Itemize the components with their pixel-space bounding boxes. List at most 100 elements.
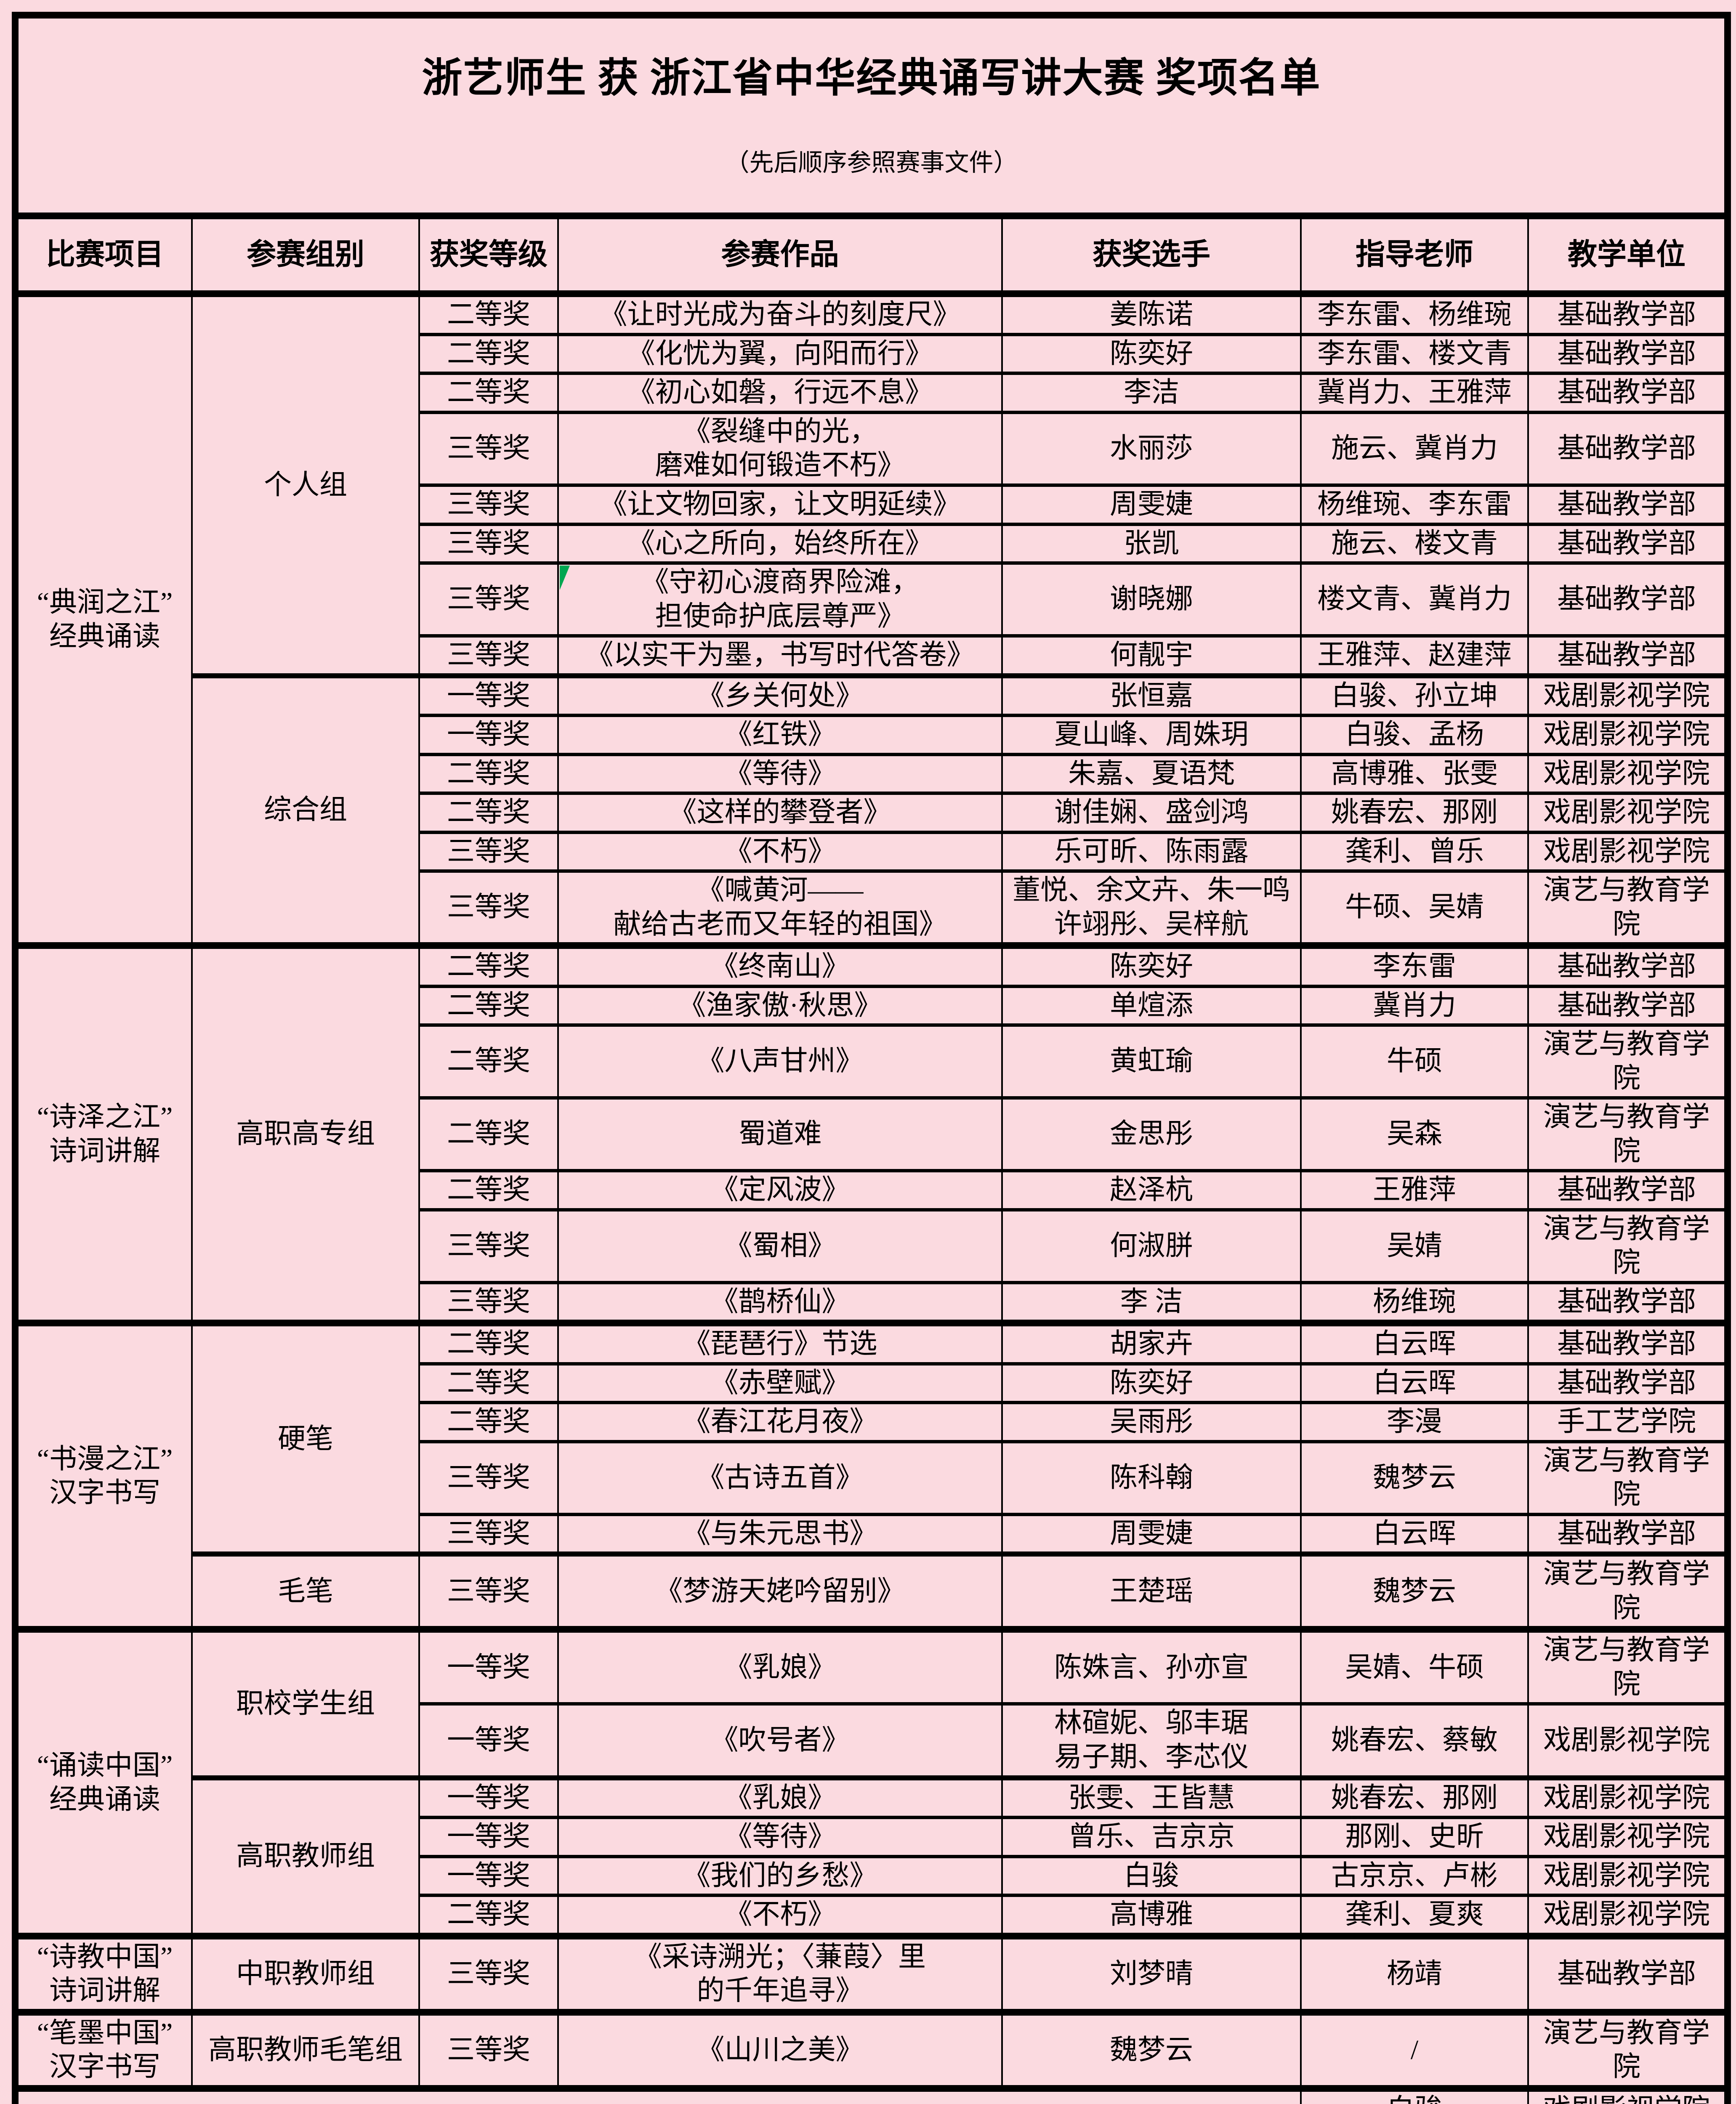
teacher-cell: 王雅萍、赵建萍 [1300, 634, 1529, 677]
winner-cell: 王楚瑶 [1001, 1551, 1302, 1631]
teacher-cell: 施云、楼文青 [1300, 522, 1529, 565]
award-cell: 三等奖 [418, 634, 559, 677]
work-cell: 《乳娘》 [557, 1775, 1003, 1820]
work-cell: 《定风波》 [557, 1169, 1003, 1211]
award-cell: 二等奖 [418, 984, 559, 1027]
work-cell: 《采诗溯光；〈蒹葭〉里 的千年追寻》 [557, 1932, 1003, 2014]
unit-cell: 演艺与教育学院 [1527, 1440, 1729, 1516]
special-award-label: 优秀指导教师奖 [14, 2085, 1302, 2104]
unit-cell: 戏剧影视学院 [1527, 1775, 1729, 1820]
header-row: 比赛项目 参赛组别 获奖等级 参赛作品 获奖选手 指导老师 教学单位 [14, 214, 1729, 298]
work-cell: 《这样的攀登者》 [557, 792, 1003, 834]
column-header-project: 比赛项目 [14, 214, 193, 298]
teacher-cell: 白云晖 [1300, 1362, 1529, 1405]
work-cell: 《化忧为翼，向阳而行》 [557, 332, 1003, 375]
project-cell: “诗泽之江” 诗词讲解 [14, 942, 193, 1325]
winner-cell: 张恒嘉 [1001, 673, 1302, 717]
column-header-work: 参赛作品 [557, 214, 1003, 298]
unit-cell: 基础教学部 [1527, 561, 1729, 638]
table-row: 二等奖 《化忧为翼，向阳而行》 陈奕好 李东雷、楼文青 基础教学部 [15, 332, 1729, 375]
table-row: 三等奖 《裂缝中的光， 磨难如何锻造不朽》 水丽莎 施云、冀肖力 基础教学部 [15, 410, 1729, 487]
unit-cell: 基础教学部 [1527, 1362, 1729, 1405]
winner-cell: 曾乐、吉京京 [1001, 1816, 1302, 1858]
teacher-name-cell: 白骏 [1300, 2085, 1529, 2104]
work-cell: 《让文物回家，让文明延续》 [557, 483, 1003, 526]
unit-cell: 戏剧影视学院 [1527, 830, 1729, 873]
work-cell: 《心之所向，始终所在》 [557, 522, 1003, 565]
unit-cell: 戏剧影视学院 [1527, 752, 1729, 795]
unit-cell: 手工艺学院 [1527, 1401, 1729, 1443]
award-cell: 二等奖 [418, 1169, 559, 1211]
teacher-cell: 杨靖 [1300, 1932, 1529, 2014]
work-cell: 《等待》 [557, 1816, 1003, 1858]
unit-cell: 戏剧影视学院 [1527, 1816, 1729, 1858]
column-header-award: 获奖等级 [418, 214, 559, 298]
table-row: 三等奖 《让文物回家，让文明延续》 周雯婕 杨维琬、李东雷 基础教学部 [15, 483, 1729, 526]
teacher-cell: 吴森 [1300, 1096, 1529, 1173]
winner-cell: 何靓宇 [1001, 634, 1302, 677]
award-cell: 三等奖 [418, 483, 559, 526]
table-row: 二等奖 《八声甘州》 黄虹瑜 牛硕 演艺与教育学院 [15, 1023, 1729, 1100]
award-cell: 三等奖 [418, 522, 559, 565]
teacher-cell: 白骏、孟杨 [1300, 714, 1529, 756]
winner-cell: 单煊添 [1001, 984, 1302, 1027]
winner-cell: 陈奕好 [1001, 942, 1302, 988]
winner-cell: 胡家卉 [1001, 1320, 1302, 1365]
table-row: “诗教中国” 诗词讲解 中职教师组 三等奖 《采诗溯光；〈蒹葭〉里 的千年追寻》 刘梦晴… [14, 1932, 1729, 2014]
unit-cell: 戏剧影视学院 [1527, 2085, 1729, 2104]
award-cell: 三等奖 [418, 1932, 559, 2014]
teacher-cell: 冀肖力 [1300, 984, 1529, 1027]
winner-cell: 李 洁 [1001, 1280, 1302, 1325]
teacher-cell: 高博雅、张雯 [1300, 752, 1529, 795]
work-cell: 《不朽》 [557, 1894, 1003, 1938]
page-subtitle: （先后顺序参照赛事文件） [725, 149, 1018, 177]
teacher-cell: 施云、冀肖力 [1300, 410, 1529, 487]
table-row: “诗泽之江” 诗词讲解 高职高专组 二等奖 《终南山》 陈奕好 李东雷 基础教学部 [14, 942, 1729, 1325]
teacher-cell: 那刚、史昕 [1300, 1816, 1529, 1858]
teacher-cell: 魏梦云 [1300, 1440, 1529, 1516]
table-row: 高职教师组 一等奖 《乳娘》 张雯、王皆慧 姚春宏、那刚 戏剧影视学院 [15, 1775, 1729, 1938]
work-cell: 《不朽》 [557, 830, 1003, 873]
column-header-group: 参赛组别 [191, 214, 420, 298]
work-cell: 《裂缝中的光， 磨难如何锻造不朽》 [557, 410, 1003, 487]
column-header-unit: 教学单位 [1527, 214, 1729, 298]
table-row: 一等奖 《吹号者》 林碹妮、邬丰琚 易子期、李芯仪 姚春宏、蔡敏 戏剧影视学院 [15, 1702, 1729, 1780]
table-row: “诵读中国” 经典诵读 职校学生组 一等奖 《乳娘》 陈姝言、孙亦宣 吴婧、牛硕 演艺与教育… [14, 1626, 1729, 1938]
winner-cell: 周雯婕 [1001, 1512, 1302, 1556]
unit-cell: 基础教学部 [1527, 984, 1729, 1027]
unit-cell: 基础教学部 [1527, 942, 1729, 988]
unit-cell: 基础教学部 [1527, 1932, 1729, 2014]
winner-cell: 何淑胼 [1001, 1208, 1302, 1284]
awards-table: 浙艺师生 获 浙江省中华经典诵写讲大赛 奖项名单 （先后顺序参照赛事文件） 比赛… [12, 12, 1731, 2104]
project-cell: “诵读中国” 经典诵读 [14, 1626, 193, 1938]
winner-cell: 谢晓娜 [1001, 561, 1302, 638]
project-cell: “诗教中国” 诗词讲解 [14, 1932, 193, 2014]
work-cell: 《山川之美》 [557, 2008, 1003, 2090]
group-cell: 高职教师组 [191, 1775, 420, 1938]
award-cell: 三等奖 [418, 2008, 559, 2090]
table-row: 三等奖 《以实干为墨，书写时代答卷》 何靓宇 王雅萍、赵建萍 基础教学部 [15, 634, 1729, 677]
project-cell: “笔墨中国” 汉字书写 [14, 2008, 193, 2090]
teacher-cell: 杨维琬 [1300, 1280, 1529, 1325]
winner-cell: 朱嘉、夏语梵 [1001, 752, 1302, 795]
unit-cell: 基础教学部 [1527, 332, 1729, 375]
unit-cell: 戏剧影视学院 [1527, 1702, 1729, 1780]
teacher-cell: 李东雷 [1300, 942, 1529, 988]
teacher-cell: 杨维琬、李东雷 [1300, 483, 1529, 526]
award-cell: 一等奖 [418, 1626, 559, 1706]
award-cell: 二等奖 [418, 792, 559, 834]
unit-cell: 戏剧影视学院 [1527, 673, 1729, 717]
award-cell: 二等奖 [418, 1320, 559, 1365]
winner-cell: 高博雅 [1001, 1894, 1302, 1938]
table-row: 三等奖 《不朽》 乐可昕、陈雨露 龚利、曾乐 戏剧影视学院 [15, 830, 1729, 873]
teacher-cell: 李东雷、楼文青 [1300, 332, 1529, 375]
group-cell: 中职教师组 [191, 1932, 420, 2014]
work-cell: 《乡关何处》 [557, 673, 1003, 717]
table-row: 二等奖 《春江花月夜》 吴雨彤 李漫 手工艺学院 [15, 1401, 1729, 1443]
award-cell: 三等奖 [418, 869, 559, 948]
table-row: 二等奖 《这样的攀登者》 谢佳娴、盛剑鸿 姚春宏、那刚 戏剧影视学院 [15, 792, 1729, 834]
work-cell: 《乳娘》 [557, 1626, 1003, 1706]
winner-cell: 张凯 [1001, 522, 1302, 565]
award-cell: 一等奖 [418, 1816, 559, 1858]
unit-cell: 戏剧影视学院 [1527, 1894, 1729, 1938]
